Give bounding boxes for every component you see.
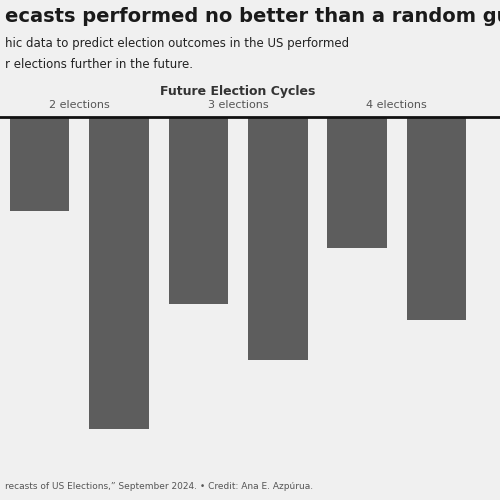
Bar xyxy=(248,118,308,360)
Bar xyxy=(406,118,467,320)
Bar xyxy=(10,118,70,211)
Text: ecasts performed no better than a random guess: ecasts performed no better than a random… xyxy=(5,8,500,26)
Bar xyxy=(328,118,387,248)
Bar xyxy=(168,118,228,304)
Bar xyxy=(90,118,149,429)
Text: hic data to predict election outcomes in the US performed: hic data to predict election outcomes in… xyxy=(5,38,353,51)
Text: Future Election Cycles: Future Election Cycles xyxy=(160,84,316,98)
Text: r elections further in the future.: r elections further in the future. xyxy=(5,58,193,70)
Text: 4 elections: 4 elections xyxy=(366,100,427,110)
Text: 3 elections: 3 elections xyxy=(208,100,268,110)
Text: recasts of US Elections,” September 2024. • Credit: Ana E. Azpúrua.: recasts of US Elections,” September 2024… xyxy=(5,482,313,491)
Text: 2 elections: 2 elections xyxy=(49,100,110,110)
